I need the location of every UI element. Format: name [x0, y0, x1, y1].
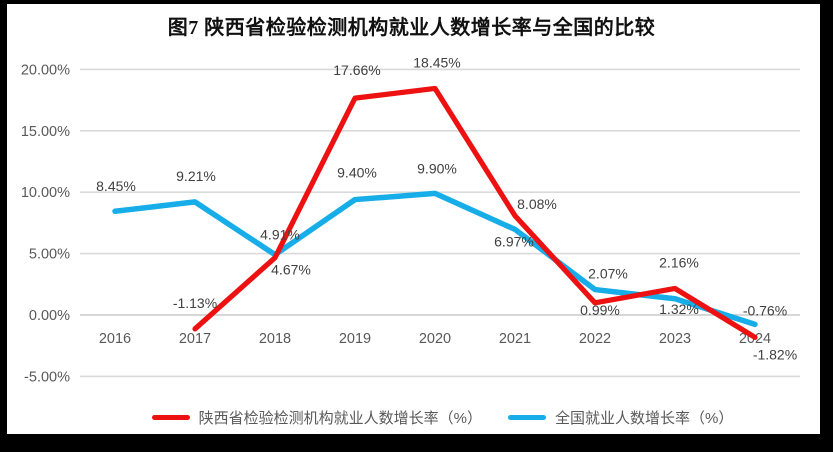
data-label: 4.91% [260, 227, 300, 243]
series-line-0 [192, 85, 758, 340]
data-label: 2.16% [659, 254, 699, 270]
legend-item-national: 全国就业人数增长率（%） [508, 407, 733, 428]
data-label: -0.76% [743, 302, 787, 318]
x-axis-tick-label: 2022 [579, 331, 611, 347]
data-label: 8.45% [96, 178, 136, 194]
x-axis-tick-label: 2023 [659, 331, 691, 347]
x-axis-tick-label: 2020 [419, 331, 451, 347]
legend-label-shaanxi: 陕西省检验检测机构就业人数增长率（%） [198, 409, 482, 427]
x-axis-tick-label: 2019 [339, 331, 371, 347]
data-label: 18.45% [413, 54, 460, 70]
legend-label-national: 全国就业人数增长率（%） [555, 409, 734, 427]
data-label: 9.40% [337, 165, 377, 181]
blue-line-swatch-icon [508, 414, 546, 420]
x-axis-tick-label: 2016 [99, 331, 131, 347]
x-axis-tick-label: 2017 [179, 331, 211, 347]
y-axis-tick-label: 20.00% [21, 62, 70, 78]
red-line-swatch-icon [151, 414, 190, 420]
frame-border-top [0, 0, 833, 4]
y-axis-tick-label: 15.00% [21, 124, 70, 140]
data-label: 1.32% [659, 301, 699, 317]
data-label: 4.67% [271, 262, 311, 278]
chart-title: 图7 陕西省检验检测机构就业人数增长率与全国的比较 [167, 17, 656, 39]
frame-border-right [820, 0, 833, 452]
data-label: 9.21% [176, 168, 216, 184]
data-label: -1.82% [753, 346, 797, 362]
y-axis-tick-label: -5.00% [24, 369, 70, 385]
y-axis-tick-label: 10.00% [21, 185, 70, 201]
chart-legend: 陕西省检验检测机构就业人数增长率（%） 全国就业人数增长率（%） [85, 404, 800, 430]
frame-border-left [0, 0, 7, 452]
data-label: 9.90% [417, 160, 457, 176]
data-label: 8.08% [517, 196, 557, 212]
data-label: -1.13% [173, 295, 217, 311]
data-label: 2.07% [588, 266, 628, 282]
y-axis-tick-label: 5.00% [29, 247, 70, 263]
frame-border-bottom [0, 434, 833, 452]
data-label: 17.66% [333, 62, 380, 78]
data-label: 0.99% [580, 302, 620, 318]
y-axis-tick-label: 0.00% [29, 308, 70, 324]
legend-item-shaanxi: 陕西省检验检测机构就业人数增长率（%） [151, 407, 482, 428]
x-axis-tick-label: 2018 [259, 331, 291, 347]
x-axis-tick-label: 2021 [499, 331, 531, 347]
data-label: 6.97% [494, 233, 534, 249]
